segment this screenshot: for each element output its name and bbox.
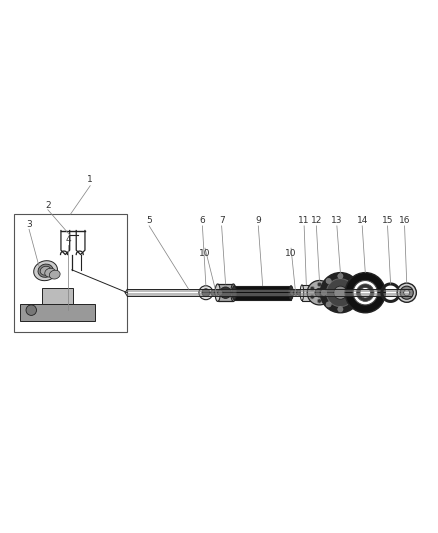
Text: 3: 3	[26, 220, 32, 229]
Circle shape	[315, 288, 324, 297]
Circle shape	[320, 272, 360, 313]
Bar	[234, 286, 291, 300]
Text: 4: 4	[66, 236, 71, 245]
Text: 16: 16	[399, 216, 410, 225]
Circle shape	[345, 272, 385, 313]
Circle shape	[290, 290, 295, 295]
Ellipse shape	[309, 285, 312, 301]
Ellipse shape	[289, 286, 293, 300]
Ellipse shape	[45, 268, 56, 277]
Ellipse shape	[38, 264, 53, 277]
Ellipse shape	[49, 270, 60, 279]
Bar	[42, 288, 73, 304]
Text: 12: 12	[311, 216, 322, 225]
Circle shape	[220, 287, 231, 298]
Circle shape	[211, 290, 216, 295]
Circle shape	[338, 273, 343, 279]
Circle shape	[354, 290, 360, 295]
Text: 10: 10	[199, 249, 211, 258]
Text: 5: 5	[146, 216, 152, 225]
Ellipse shape	[232, 286, 237, 300]
Text: 13: 13	[331, 216, 343, 225]
Circle shape	[321, 290, 326, 295]
Circle shape	[326, 279, 354, 306]
Circle shape	[350, 302, 355, 307]
Ellipse shape	[34, 261, 57, 281]
Text: 11: 11	[298, 216, 310, 225]
Circle shape	[350, 278, 355, 284]
Circle shape	[326, 302, 331, 307]
Text: 2: 2	[45, 200, 51, 209]
Circle shape	[26, 305, 36, 316]
Circle shape	[310, 295, 314, 299]
Circle shape	[357, 284, 374, 302]
Text: 7: 7	[219, 216, 225, 225]
Bar	[218, 284, 233, 302]
Circle shape	[317, 282, 321, 287]
Bar	[302, 285, 311, 301]
Circle shape	[334, 286, 347, 299]
Circle shape	[338, 306, 343, 312]
Circle shape	[397, 283, 417, 302]
Circle shape	[297, 290, 302, 295]
Circle shape	[400, 286, 413, 299]
Text: 6: 6	[200, 216, 205, 225]
Circle shape	[360, 287, 371, 298]
Circle shape	[307, 280, 332, 305]
Circle shape	[199, 286, 213, 300]
Ellipse shape	[40, 266, 51, 275]
Ellipse shape	[231, 284, 236, 302]
Ellipse shape	[300, 285, 304, 301]
Circle shape	[325, 295, 329, 299]
Circle shape	[317, 299, 321, 303]
Text: 10: 10	[285, 249, 297, 258]
Bar	[14, 214, 127, 332]
Circle shape	[214, 290, 219, 295]
Text: 14: 14	[357, 216, 368, 225]
Text: 9: 9	[255, 216, 261, 225]
Circle shape	[310, 286, 314, 290]
Circle shape	[325, 286, 329, 290]
Circle shape	[404, 289, 410, 296]
Text: 15: 15	[382, 216, 393, 225]
Circle shape	[202, 289, 210, 297]
Text: 1: 1	[87, 174, 93, 183]
Circle shape	[353, 280, 378, 305]
Circle shape	[326, 278, 331, 284]
Bar	[20, 304, 95, 321]
Ellipse shape	[215, 284, 220, 302]
Circle shape	[218, 290, 223, 295]
Circle shape	[293, 290, 298, 295]
